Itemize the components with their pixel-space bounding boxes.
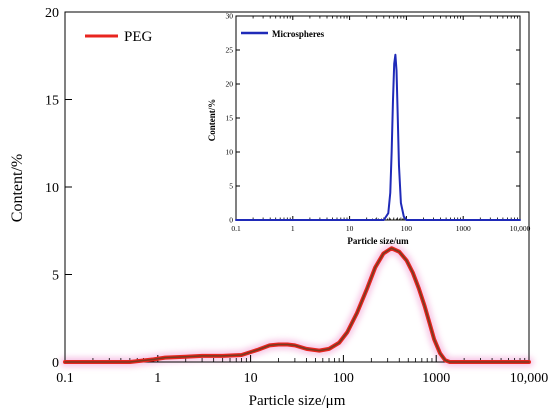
inset-y-tick-label: 30 — [226, 12, 234, 21]
inset-tick-labels: 0.1 1 10 100 1000 10,000 0 5 10 15 20 25 30 — [226, 12, 531, 233]
inset-chart: 0.1 1 10 100 1000 10,000 0 5 10 15 20 25 30 Particle… — [207, 12, 531, 246]
inset-y-tick-label: 20 — [226, 80, 234, 89]
inset-y-tick-label: 15 — [226, 114, 234, 123]
main-x-tick-label: 0.1 — [56, 371, 74, 386]
main-x-tick-label: 1 — [154, 371, 161, 386]
main-x-tick-label: 10,000 — [510, 371, 549, 386]
inset-x-tick-label: 10 — [346, 224, 354, 233]
main-x-tick-label: 100 — [333, 371, 354, 386]
inset-legend: Microspheres — [241, 29, 325, 39]
main-x-axis-label: Particle size/μm — [249, 393, 346, 409]
main-y-tick-label: 10 — [45, 181, 59, 196]
main-y-tick-label: 0 — [52, 356, 59, 371]
inset-y-tick-label: 25 — [226, 46, 234, 55]
main-series-line-0 — [63, 246, 531, 364]
main-y-tick-label: 20 — [45, 6, 59, 21]
main-legend: PEG — [85, 29, 153, 45]
inset-background — [236, 16, 520, 222]
inset-x-tick-label: 10,000 — [510, 224, 531, 233]
main-plot-frame — [64, 11, 530, 363]
inset-y-axis-label: Content/% — [207, 99, 217, 142]
legend-label-peg: PEG — [124, 29, 153, 45]
main-y-tick-label: 5 — [52, 268, 59, 283]
main-series-line-core-0 — [64, 247, 530, 363]
inset-series-line-0 — [235, 53, 521, 221]
main-x-tick-label: 10 — [244, 371, 258, 386]
inset-y-tick-label: 0 — [229, 216, 233, 225]
inset-x-tick-label: 1 — [291, 224, 295, 233]
inset-y-tick-label: 5 — [229, 182, 233, 191]
main-y-axis-label: Content/% — [9, 154, 26, 222]
main-y-tick-label: 15 — [45, 93, 59, 108]
inset-x-tick-label: 0.1 — [231, 224, 241, 233]
inset-series-lines — [235, 53, 521, 221]
main-x-tick-label: 1000 — [422, 371, 450, 386]
inset-y-tick-label: 10 — [226, 148, 234, 157]
inset-x-axis-label: Particle size/um — [347, 236, 409, 246]
legend-label-microspheres: Microspheres — [272, 29, 325, 39]
inset-x-tick-label: 1000 — [456, 224, 471, 233]
main-series-lines — [63, 246, 531, 364]
inset-x-tick-label: 100 — [401, 224, 413, 233]
